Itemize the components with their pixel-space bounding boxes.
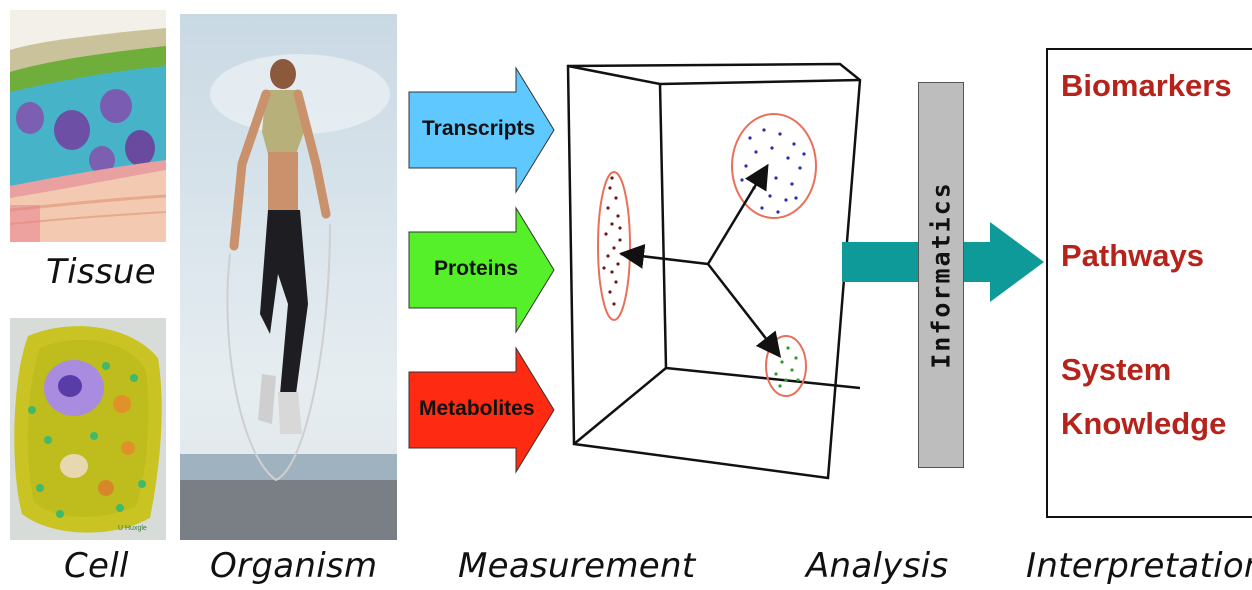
organism-caption: Organism <box>210 546 378 586</box>
interpretation-caption: Interpretation <box>1026 546 1252 586</box>
tissue-image <box>10 10 166 242</box>
omics-arrows <box>408 66 555 474</box>
measurement-box <box>566 62 862 480</box>
informatics-label: Informatics <box>926 181 956 369</box>
transcripts-arrow <box>408 66 555 194</box>
proteins-arrow <box>408 206 555 334</box>
left-cluster-ellipse <box>597 171 631 321</box>
left-cluster-points <box>602 176 624 306</box>
interpretation-box <box>1046 48 1252 518</box>
top-cluster-points <box>740 128 806 214</box>
top-cluster-ellipse <box>731 113 817 219</box>
biomarkers-label: Biomarkers <box>1061 68 1232 103</box>
cell-watermark: U Huxgle <box>118 525 147 532</box>
informatics-bar <box>918 82 964 468</box>
tissue-caption: Tissue <box>46 252 156 292</box>
cell-image: U Huxgle <box>10 318 166 540</box>
transcripts-label: Transcripts <box>422 117 536 140</box>
metabolites-label: Metabolites <box>419 397 535 420</box>
organism-image <box>180 14 397 540</box>
bottom-cluster-ellipse <box>765 335 807 397</box>
system-label: System <box>1061 352 1172 387</box>
measurement-caption: Measurement <box>458 546 696 586</box>
metabolites-arrow <box>408 346 555 474</box>
cell-caption: Cell <box>64 546 129 586</box>
proteins-label: Proteins <box>434 257 519 280</box>
knowledge-label: Knowledge <box>1061 406 1227 441</box>
analysis-caption: Analysis <box>806 546 949 586</box>
pathways-label: Pathways <box>1061 238 1205 273</box>
